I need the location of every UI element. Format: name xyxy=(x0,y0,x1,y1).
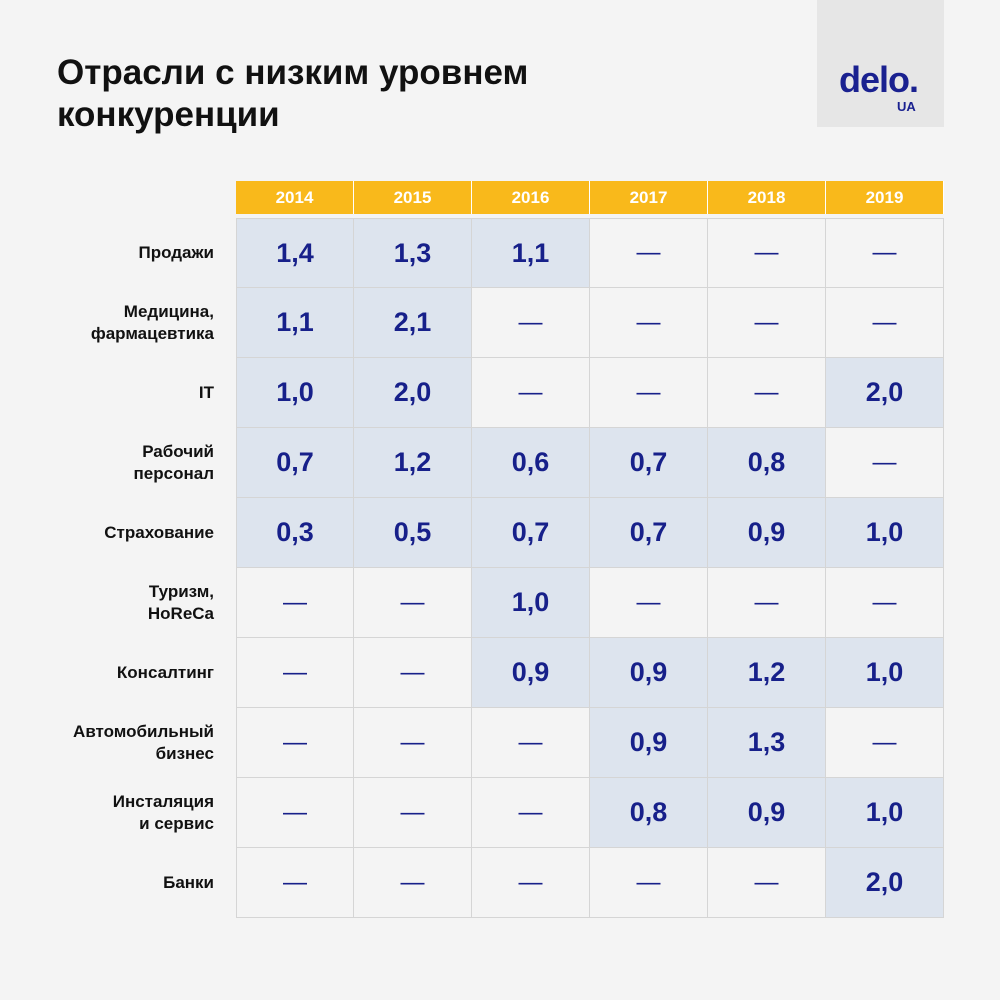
table-cell: 0,7 xyxy=(236,428,354,498)
table-cell: — xyxy=(236,848,354,918)
row-label: Банки xyxy=(163,873,214,892)
table-cell: — xyxy=(472,778,590,848)
table-cell: 1,4 xyxy=(236,218,354,288)
row-label-text: Автомобильный бизнес xyxy=(73,722,214,763)
table-cell: — xyxy=(472,358,590,428)
table-cell: 2,0 xyxy=(826,358,944,428)
row-labels: Продажи Медицина, фармацевтика IT Рабочий пер… xyxy=(0,218,214,918)
table-cell: — xyxy=(590,288,708,358)
table-cell: — xyxy=(708,568,826,638)
table-cell: 0,9 xyxy=(708,498,826,568)
table-cell: — xyxy=(590,218,708,288)
row-label: Страхование xyxy=(104,523,214,542)
table-cell: 2,0 xyxy=(826,848,944,918)
table-cell: 1,3 xyxy=(354,218,472,288)
table-cell: — xyxy=(826,428,944,498)
table-cell: 0,9 xyxy=(708,778,826,848)
column-header-2019: 2019 xyxy=(826,181,944,214)
column-header-2014: 2014 xyxy=(236,181,354,214)
table-cell: 1,0 xyxy=(236,358,354,428)
row-label: Медицина, фармацевтика xyxy=(0,288,214,358)
table-cell: — xyxy=(354,778,472,848)
table-cell: — xyxy=(472,708,590,778)
delo-logo: delo. UA xyxy=(817,0,944,127)
table-cell: 1,1 xyxy=(472,218,590,288)
row-label: IT xyxy=(198,383,214,402)
table-cell: — xyxy=(708,358,826,428)
table-cell: — xyxy=(708,218,826,288)
table-cell: — xyxy=(354,568,472,638)
table-cell: — xyxy=(826,568,944,638)
table-cell: — xyxy=(472,848,590,918)
row-label: Консалтинг xyxy=(116,663,214,682)
table-cell: — xyxy=(354,848,472,918)
table-cell: — xyxy=(826,708,944,778)
table-cell: 2,0 xyxy=(354,358,472,428)
row-label-text: Рабочий персонал xyxy=(133,442,214,483)
row-label: Продажи xyxy=(138,243,214,262)
data-table: 2014 2015 2016 2017 2018 2019 1,4 1,3 1,1— — —1,1 2… xyxy=(236,181,944,918)
table-cell: — xyxy=(826,288,944,358)
table-cell: — xyxy=(590,568,708,638)
table-cell: 0,8 xyxy=(708,428,826,498)
table-cell: — xyxy=(236,638,354,708)
table-cell: — xyxy=(590,358,708,428)
table-cell: 0,9 xyxy=(590,708,708,778)
table-cell: 0,6 xyxy=(472,428,590,498)
table-cell: 0,9 xyxy=(472,638,590,708)
table-cell: 0,8 xyxy=(590,778,708,848)
table-cell: — xyxy=(236,778,354,848)
table-cell: 1,2 xyxy=(708,638,826,708)
table-cell: — xyxy=(354,638,472,708)
column-header-2016: 2016 xyxy=(472,181,590,214)
table-cell: 0,7 xyxy=(590,498,708,568)
column-header-2018: 2018 xyxy=(708,181,826,214)
column-header-2017: 2017 xyxy=(590,181,708,214)
table-cell: 0,7 xyxy=(472,498,590,568)
table-cell: — xyxy=(826,218,944,288)
column-header-2015: 2015 xyxy=(354,181,472,214)
logo-subtext: UA xyxy=(897,99,916,114)
table-cell: 0,5 xyxy=(354,498,472,568)
row-label: Автомобильный бизнес xyxy=(0,708,214,778)
table-cell: 1,2 xyxy=(354,428,472,498)
table-cell: 1,0 xyxy=(826,778,944,848)
table-cell: — xyxy=(590,848,708,918)
row-label-text: Туризм, HoReCa xyxy=(147,582,214,623)
table-cell: 0,7 xyxy=(590,428,708,498)
row-label-text: Инсталяция и сервис xyxy=(112,792,214,833)
table-cell: 1,0 xyxy=(826,638,944,708)
row-label: Туризм, HoReCa xyxy=(0,568,214,638)
table-cell: 0,9 xyxy=(590,638,708,708)
table-cell: — xyxy=(236,568,354,638)
table-cell: — xyxy=(354,708,472,778)
table-cell: — xyxy=(236,708,354,778)
table-cell: 2,1 xyxy=(354,288,472,358)
table-cell: — xyxy=(708,848,826,918)
table-cell: 1,0 xyxy=(472,568,590,638)
table-cell: — xyxy=(708,288,826,358)
row-label: Рабочий персонал xyxy=(0,428,214,498)
row-label-text: Медицина, фармацевтика xyxy=(90,302,214,343)
table-cell: 0,3 xyxy=(236,498,354,568)
logo-text: delo. xyxy=(839,59,919,100)
table-cell: 1,1 xyxy=(236,288,354,358)
table-cell: 1,0 xyxy=(826,498,944,568)
table-cell: — xyxy=(472,288,590,358)
page-title: Отрасли с низким уровнем конкуренции xyxy=(57,53,529,134)
table-cell: 1,3 xyxy=(708,708,826,778)
row-label: Инсталяция и сервис xyxy=(0,778,214,848)
